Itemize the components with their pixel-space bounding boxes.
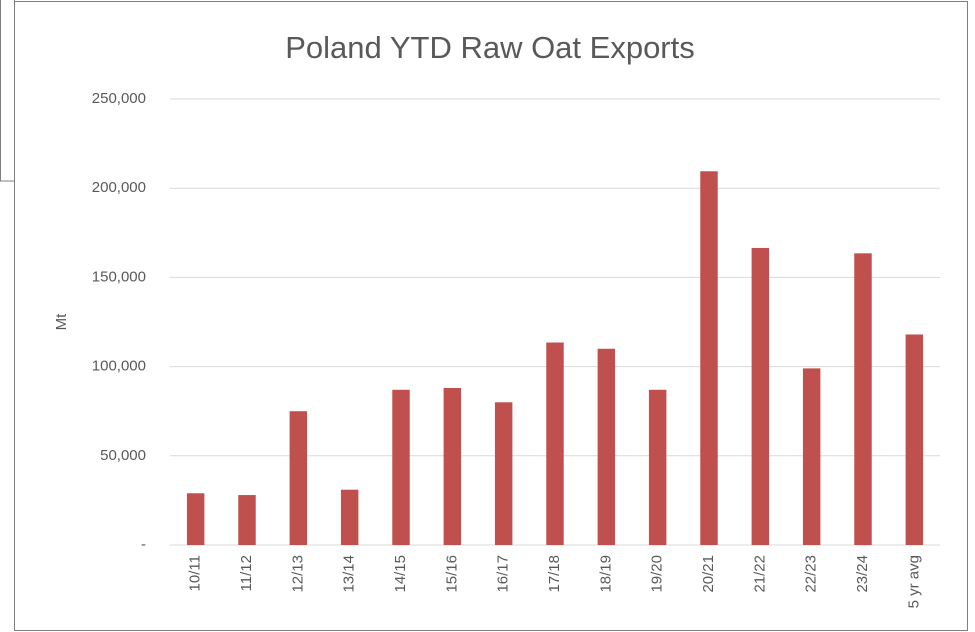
y-axis-label: Mt xyxy=(53,313,70,330)
x-tick-label: 11/12 xyxy=(238,555,255,591)
x-tick-label: 22/23 xyxy=(803,555,820,593)
chart-title: Poland YTD Raw Oat Exports xyxy=(285,30,695,65)
x-tick-label: 15/16 xyxy=(443,555,460,593)
y-tick-label: 100,000 xyxy=(92,358,146,375)
y-tick-label: 250,000 xyxy=(92,90,146,107)
bar xyxy=(802,368,821,545)
bar xyxy=(443,388,462,545)
x-tick-label: 19/20 xyxy=(649,555,666,593)
x-tick-label: 13/14 xyxy=(341,555,358,593)
bar xyxy=(700,171,718,545)
bar xyxy=(751,247,770,546)
x-tick-label: 16/17 xyxy=(495,555,512,593)
y-tick-label: - xyxy=(141,536,146,553)
bar xyxy=(392,389,410,545)
x-tick-label: 21/22 xyxy=(751,555,768,593)
bar xyxy=(340,489,359,545)
x-tick-label: 14/15 xyxy=(392,555,409,593)
chart-border xyxy=(14,1,968,631)
x-tick-label: 17/18 xyxy=(546,555,563,593)
x-tick-label: 23/24 xyxy=(854,555,871,593)
y-tick-label: 200,000 xyxy=(92,179,146,196)
x-tick-label: 20/21 xyxy=(700,555,717,593)
y-tick-label: 150,000 xyxy=(92,268,146,285)
bar xyxy=(648,389,667,545)
bar xyxy=(546,342,564,545)
bar xyxy=(905,334,924,545)
x-tick-label: 5 yr avg xyxy=(905,555,922,608)
y-tick-label: 50,000 xyxy=(100,447,146,464)
x-tick-label: 10/11 xyxy=(187,555,204,591)
bar xyxy=(289,411,308,545)
bar xyxy=(494,402,513,545)
frame-fragment xyxy=(0,0,15,182)
bar xyxy=(597,348,616,545)
x-tick-label: 18/19 xyxy=(597,555,614,593)
bar xyxy=(186,493,205,545)
bar xyxy=(854,253,872,546)
x-tick-label: 12/13 xyxy=(289,555,306,593)
bar xyxy=(238,495,256,545)
